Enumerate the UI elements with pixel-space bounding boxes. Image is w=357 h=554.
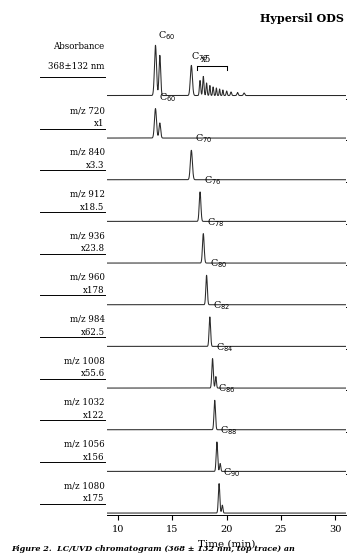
Text: C$_{78}$: C$_{78}$ (207, 216, 224, 229)
Text: x5: x5 (201, 55, 211, 64)
Text: m/z 840: m/z 840 (70, 148, 105, 157)
Text: C$_{70}$: C$_{70}$ (195, 133, 212, 145)
Text: m/z 936: m/z 936 (70, 231, 105, 240)
Text: m/z 1056: m/z 1056 (64, 439, 105, 448)
Text: m/z 912: m/z 912 (70, 189, 105, 198)
Text: m/z 1008: m/z 1008 (64, 356, 105, 365)
Text: m/z 720: m/z 720 (70, 106, 105, 115)
X-axis label: Time (min): Time (min) (198, 540, 255, 548)
Text: x55.6: x55.6 (81, 370, 105, 378)
Text: C$_{84}$: C$_{84}$ (216, 341, 233, 353)
Text: x18.5: x18.5 (80, 203, 105, 212)
Text: x23.8: x23.8 (81, 244, 105, 253)
Text: x156: x156 (83, 453, 105, 461)
Text: 368±132 nm: 368±132 nm (48, 61, 105, 71)
Text: C$_{88}$: C$_{88}$ (221, 424, 238, 437)
Text: Hypersil ODS: Hypersil ODS (260, 13, 344, 24)
Text: x62.5: x62.5 (81, 328, 105, 337)
Text: C$_{86}$: C$_{86}$ (218, 383, 236, 395)
Text: C$_{90}$: C$_{90}$ (223, 466, 240, 479)
Text: m/z 960: m/z 960 (70, 273, 105, 282)
Text: m/z 1080: m/z 1080 (64, 481, 105, 490)
Text: C$_{60}$: C$_{60}$ (158, 29, 175, 42)
Text: C$_{82}$: C$_{82}$ (213, 299, 231, 312)
Text: C$_{60}$: C$_{60}$ (159, 91, 176, 104)
Text: C$_{80}$: C$_{80}$ (210, 258, 227, 270)
Text: x178: x178 (83, 286, 105, 295)
Text: m/z 984: m/z 984 (70, 314, 105, 324)
Text: x3.3: x3.3 (86, 161, 105, 170)
Text: C$_{70}$: C$_{70}$ (191, 50, 208, 63)
Text: m/z 1032: m/z 1032 (64, 398, 105, 407)
Text: C$_{76}$: C$_{76}$ (203, 175, 221, 187)
Text: x175: x175 (83, 494, 105, 504)
Text: Absorbance: Absorbance (54, 42, 105, 51)
Text: x122: x122 (83, 411, 105, 420)
Text: x1: x1 (94, 119, 105, 129)
Text: Figure 2.  LC/UVD chromatogram (368 ± 132 nm, top trace) an: Figure 2. LC/UVD chromatogram (368 ± 132… (11, 545, 295, 553)
